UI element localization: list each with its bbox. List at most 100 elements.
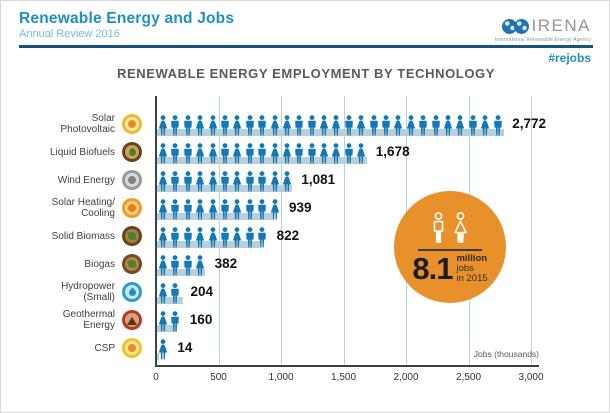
person-icon [281, 171, 293, 192]
badge-divider [418, 249, 482, 251]
report-title: Renewable Energy and Jobs [19, 10, 235, 27]
person-icon [207, 227, 219, 248]
person-icon [219, 171, 231, 192]
badge-caption-line1: million [456, 253, 488, 264]
person-icon [405, 115, 417, 136]
person-icon [355, 143, 367, 164]
x-axis-line [155, 365, 539, 367]
person-icon [219, 227, 231, 248]
badge-caption: million jobs in 2015 [456, 254, 487, 284]
chart-row: Liquid Biofuels 1,678 [1, 138, 609, 166]
person-icons [157, 255, 207, 276]
person-icon [194, 171, 206, 192]
chart-row: Wind Energy 1,081 [1, 166, 609, 194]
category-label: Wind Energy [57, 174, 115, 186]
chart-row: Solid Biomass 822 [1, 222, 609, 250]
gridline [218, 96, 220, 366]
person-icon [169, 255, 181, 276]
globe-icon [513, 18, 529, 34]
person-icon [182, 143, 194, 164]
x-axis-label: Jobs (thousands) [473, 349, 539, 359]
chart-title: RENEWABLE ENERGY EMPLOYMENT BY TECHNOLOG… [116, 66, 496, 81]
person-icon [207, 115, 219, 136]
badge-caption-line2: jobs [456, 263, 474, 274]
irena-logo-text: IRENA [531, 16, 591, 35]
person-icon [157, 115, 169, 136]
person-icon [169, 283, 181, 304]
person-icon [380, 115, 392, 136]
row-value: 14 [177, 340, 193, 355]
geothermal-energy-icon [122, 310, 142, 330]
person-icon [169, 311, 181, 332]
row-value: 2,772 [512, 116, 546, 131]
person-icon [244, 227, 256, 248]
person-icon [306, 143, 318, 164]
person-icon [207, 171, 219, 192]
badge-caption-line3: in 2015 [456, 273, 488, 284]
total-jobs-badge: 8.1 million jobs in 2015 [394, 191, 506, 303]
chart-row: Solar Photovoltaic 2,772 [1, 110, 609, 138]
x-tick-label: 0 [153, 372, 159, 383]
person-icon [318, 143, 330, 164]
person-icons [157, 311, 182, 332]
person-icon [269, 143, 281, 164]
person-icon [492, 115, 504, 136]
person-icon [330, 143, 342, 164]
person-icon [256, 115, 268, 136]
person-icon [219, 199, 231, 220]
row-bar [157, 129, 504, 136]
chart-row: Hydropower (Small) 204 [1, 278, 609, 306]
male-outline-icon [433, 212, 444, 243]
person-icon [392, 115, 404, 136]
solid-biomass-icon [122, 226, 142, 246]
person-icon [281, 115, 293, 136]
badge-figures [431, 212, 469, 244]
person-icon [207, 143, 219, 164]
person-icon [244, 199, 256, 220]
row-bar [157, 241, 260, 248]
person-icon [194, 227, 206, 248]
x-tick-label: 2,000 [393, 372, 419, 383]
header-divider [19, 45, 593, 48]
person-icon [293, 143, 305, 164]
category-label: Biogas [84, 258, 115, 270]
row-bar [157, 269, 205, 276]
biogas-icon [122, 254, 142, 274]
person-icon [231, 115, 243, 136]
category-label: CSP [94, 342, 115, 354]
person-icon [454, 115, 466, 136]
person-icon [219, 143, 231, 164]
chart-row: Geothermal Energy 160 [1, 306, 609, 334]
person-icon [343, 143, 355, 164]
person-icons [157, 227, 269, 248]
solar-heating-cooling-icon [122, 198, 142, 218]
person-icon [231, 227, 243, 248]
x-tick-label: 1,000 [268, 372, 294, 383]
person-icon [157, 339, 169, 360]
person-icon [417, 115, 429, 136]
person-icon [182, 227, 194, 248]
person-icon [442, 115, 454, 136]
person-icon [194, 199, 206, 220]
x-tick-label: 1,500 [330, 372, 357, 383]
person-icons [157, 171, 293, 192]
person-icon [330, 115, 342, 136]
person-icon [306, 115, 318, 136]
wind-energy-icon [122, 170, 142, 190]
person-icon [157, 255, 169, 276]
person-icon [194, 143, 206, 164]
row-value: 204 [190, 284, 214, 299]
person-icon [281, 143, 293, 164]
person-icon [157, 283, 169, 304]
category-label: Liquid Biofuels [49, 146, 115, 158]
row-value: 1,081 [301, 172, 336, 187]
person-icon [479, 115, 491, 136]
row-bar [157, 213, 275, 220]
person-icon [430, 115, 442, 136]
csp-icon [122, 338, 142, 358]
row-value: 382 [214, 256, 238, 271]
category-label: Solar Photovoltaic [60, 113, 115, 135]
person-icon [219, 115, 231, 136]
row-bar [157, 185, 293, 192]
